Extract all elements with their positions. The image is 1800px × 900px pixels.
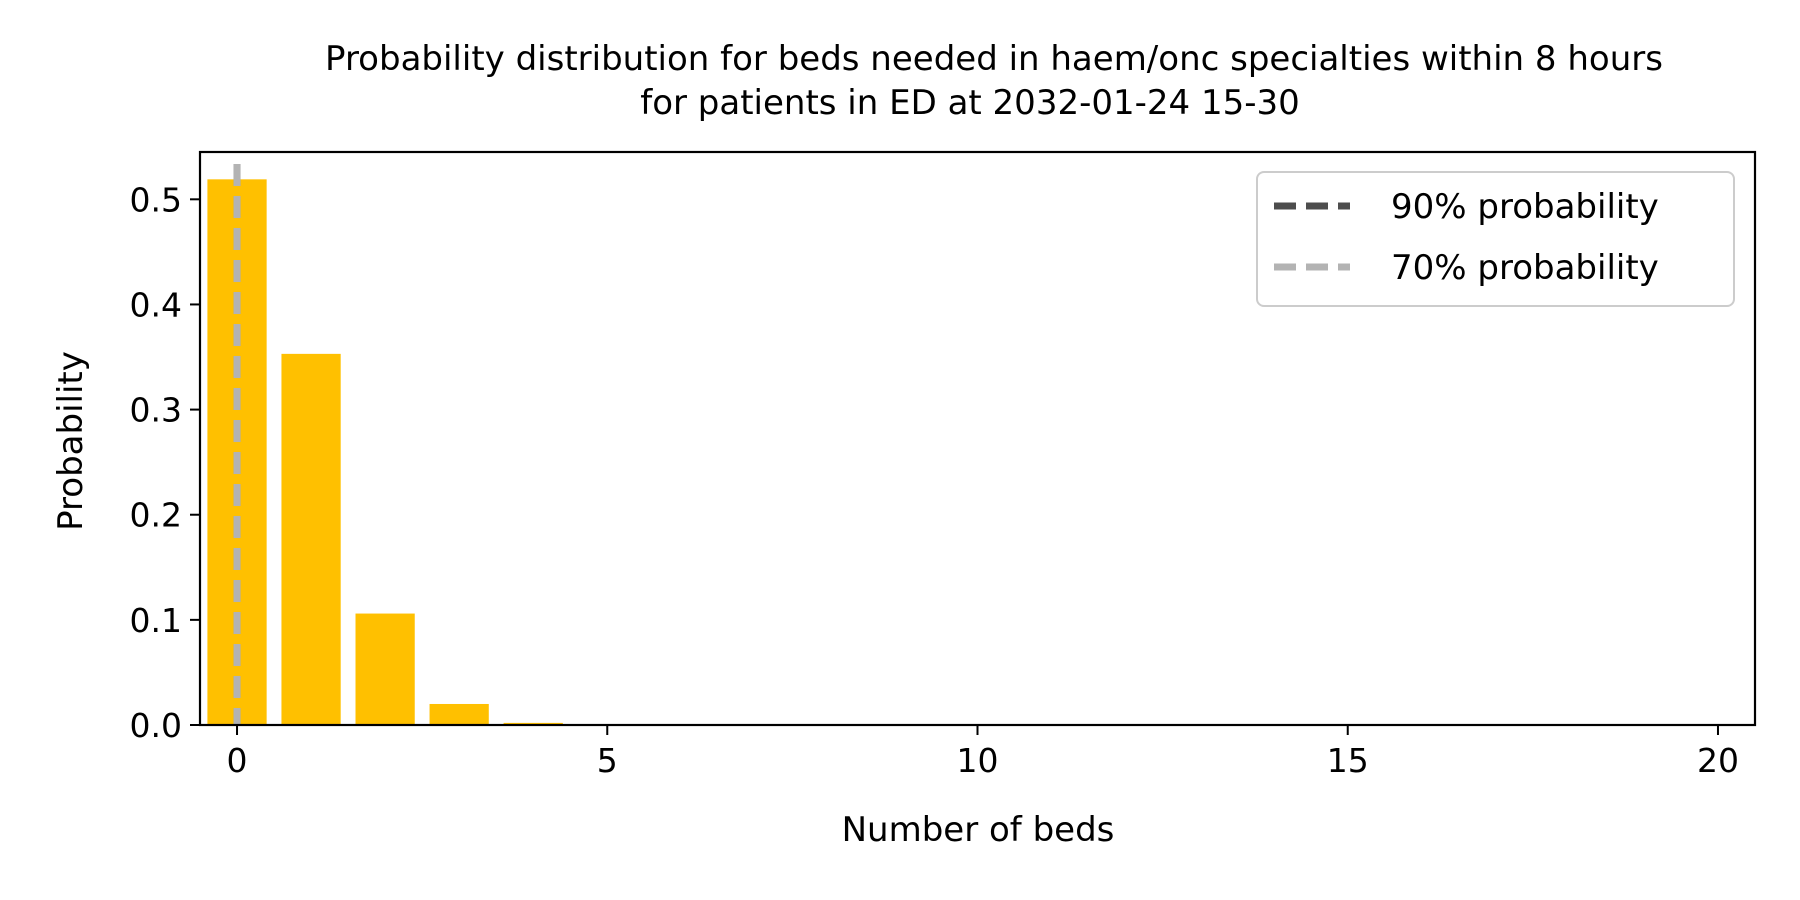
x-tick-label-10: 10 bbox=[957, 741, 999, 780]
x-tick-label-0: 0 bbox=[227, 741, 248, 780]
y-axis-label: Probability bbox=[51, 351, 91, 531]
x-tick-label-15: 15 bbox=[1327, 741, 1369, 780]
y-tick-label-4: 0.4 bbox=[130, 285, 182, 324]
y-tick-label-1: 0.1 bbox=[130, 601, 182, 640]
legend-label-90-percent: 90% probability bbox=[1391, 187, 1659, 227]
y-tick-label-2: 0.2 bbox=[130, 496, 182, 535]
legend-label-70-percent: 70% probability bbox=[1391, 248, 1659, 288]
legend: 90% probability 70% probability bbox=[1256, 171, 1735, 307]
y-tick-label-3: 0.3 bbox=[130, 391, 182, 430]
bar-2 bbox=[355, 613, 415, 725]
y-axis: 0.0 0.1 0.2 0.3 0.4 0.5 bbox=[130, 180, 200, 745]
x-axis: 0 5 10 15 20 bbox=[227, 725, 1739, 780]
x-tick-label-20: 20 bbox=[1697, 741, 1739, 780]
bar-3 bbox=[429, 703, 489, 725]
chart-title-line-1: Probability distribution for beds needed… bbox=[325, 39, 1663, 79]
legend-box bbox=[1256, 171, 1735, 307]
chart-title-line-2: for patients in ED at 2032-01-24 15-30 bbox=[640, 83, 1300, 123]
bar-1 bbox=[281, 353, 341, 725]
y-tick-label-0: 0.0 bbox=[130, 706, 182, 745]
x-tick-label-5: 5 bbox=[597, 741, 618, 780]
x-axis-label: Number of beds bbox=[842, 810, 1115, 850]
y-tick-label-5: 0.5 bbox=[130, 180, 182, 219]
